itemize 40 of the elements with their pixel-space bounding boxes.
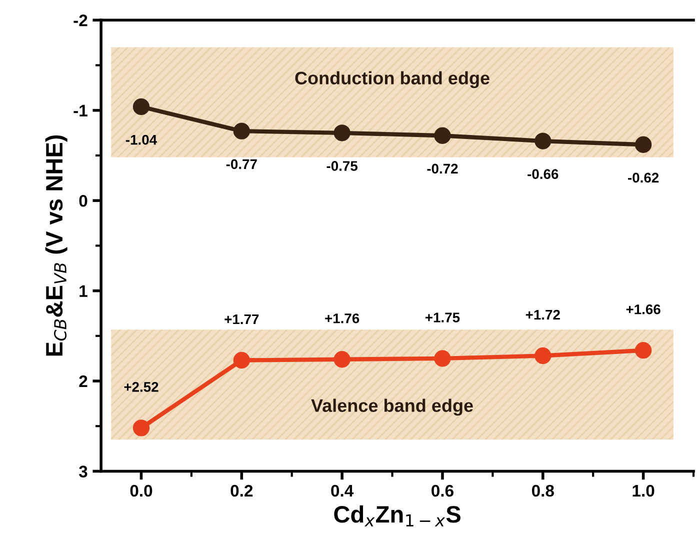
y-tick-label: 2	[79, 375, 88, 388]
y-axis-title: E$_{CB}$&E$_{VB}$ (V vs NHE)	[45, 135, 68, 356]
data-label: +1.76	[325, 313, 360, 324]
x-axis-title: Cd$_{x}$Zn$_{1−x}$S	[334, 505, 460, 526]
y-tick-label: 1	[80, 285, 88, 297]
data-label: -0.72	[427, 164, 458, 174]
y-tick-label: 3	[78, 466, 88, 478]
y-tick-label: -1	[74, 104, 88, 116]
point	[434, 127, 451, 144]
point	[334, 124, 350, 142]
data-label: -1.04	[126, 134, 157, 145]
data-label: +1.72	[526, 310, 560, 320]
point	[634, 342, 652, 359]
point	[233, 352, 250, 369]
y-tick-label: 0	[79, 194, 88, 207]
data-label: -0.62	[628, 172, 659, 183]
band-label: Valence band edge	[311, 398, 473, 416]
data-label: -0.75	[326, 161, 358, 171]
point	[534, 132, 552, 150]
x-tick-label: 0.4	[331, 484, 354, 497]
x-tick-label: 0.0	[130, 484, 152, 497]
x-tick-label: 0.8	[532, 484, 554, 497]
data-label: +1.75	[425, 312, 460, 322]
point	[334, 351, 350, 368]
point	[634, 136, 652, 153]
data-label: +1.77	[224, 314, 259, 324]
point	[233, 122, 250, 140]
data-label: -0.66	[528, 169, 558, 179]
band-label: Conduction band edge	[295, 71, 490, 88]
data-label: -0.77	[226, 159, 257, 170]
y-tick-label: -2	[74, 14, 88, 26]
x-tick-label: 0.2	[230, 484, 253, 497]
x-tick-label: 0.6	[432, 484, 454, 497]
point	[434, 350, 451, 367]
point	[132, 420, 150, 436]
data-label: +2.52	[124, 382, 158, 392]
x-tick-label: 1.0	[632, 484, 654, 497]
point	[132, 98, 150, 116]
point	[534, 347, 552, 364]
data-label: +1.66	[626, 304, 660, 314]
